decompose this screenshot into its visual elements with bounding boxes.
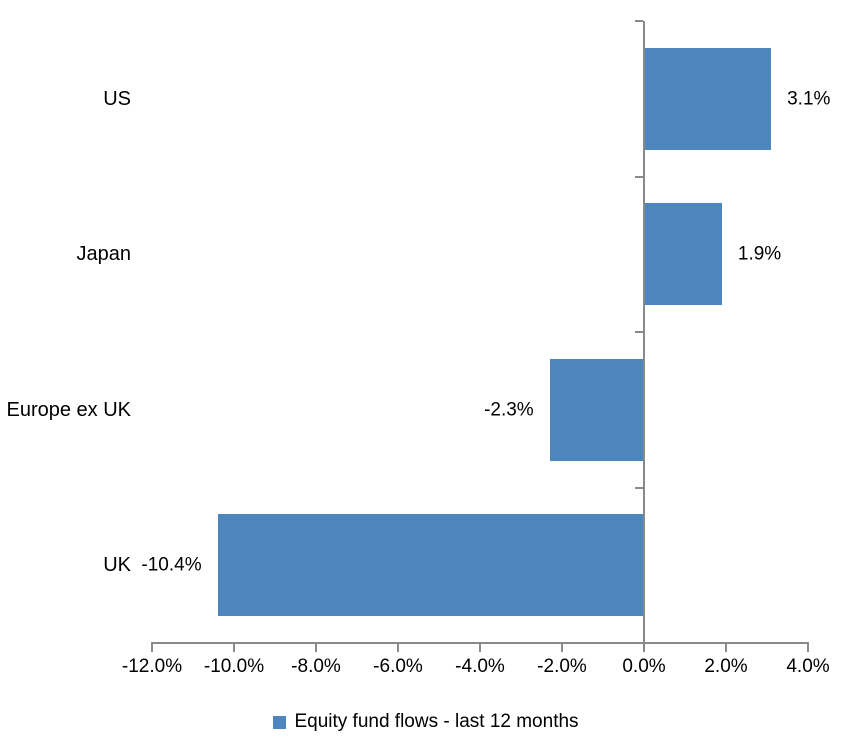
x-tick-label-neg4: -4.0%: [455, 656, 505, 677]
category-label-europe-ex-uk: Europe ex UK: [6, 398, 131, 421]
x-tick-label-neg6: -6.0%: [373, 656, 423, 677]
x-axis-tick: [643, 643, 645, 652]
value-label-us: 3.1%: [787, 88, 831, 110]
value-label-europe-ex-uk: -2.3%: [484, 399, 534, 421]
bar-us: [644, 47, 772, 150]
legend: Equity fund flows - last 12 months: [0, 711, 852, 733]
x-tick-label-4: 4.0%: [786, 656, 830, 677]
x-tick-label-neg10: -10.0%: [203, 656, 265, 677]
bar-uk: [217, 514, 644, 617]
x-axis-tick: [397, 643, 399, 652]
y-axis-zero-line: [643, 21, 645, 652]
x-axis-tick: [561, 643, 563, 652]
x-axis-tick: [807, 643, 809, 652]
x-axis-tick: [479, 643, 481, 652]
x-axis-tick: [315, 643, 317, 652]
value-label-japan: 1.9%: [737, 243, 782, 265]
legend-swatch-icon: [273, 715, 287, 729]
value-label-uk: -10.4%: [141, 554, 202, 576]
x-axis-tick: [233, 643, 235, 652]
category-axis-tick: [635, 331, 643, 333]
bar-europe-ex-uk: [549, 358, 644, 461]
x-tick-label-neg12: -12.0%: [121, 656, 183, 677]
x-tick-label-neg2: -2.0%: [537, 656, 587, 677]
category-axis-tick: [635, 486, 643, 489]
legend-label: Equity fund flows - last 12 months: [294, 711, 579, 732]
category-label-japan: Japan: [76, 243, 132, 266]
x-axis-tick: [725, 643, 727, 652]
category-label-us: US: [103, 87, 131, 110]
bar-japan: [644, 203, 722, 306]
category-axis-tick: [635, 175, 643, 178]
x-tick-label-neg8: -8.0%: [291, 656, 341, 677]
x-axis-tick: [151, 643, 153, 652]
x-tick-label-2: 2.0%: [704, 656, 748, 677]
category-axis-tick: [635, 20, 643, 22]
category-label-uk: UK: [103, 554, 131, 577]
x-tick-label-0: 0.0%: [622, 656, 666, 677]
